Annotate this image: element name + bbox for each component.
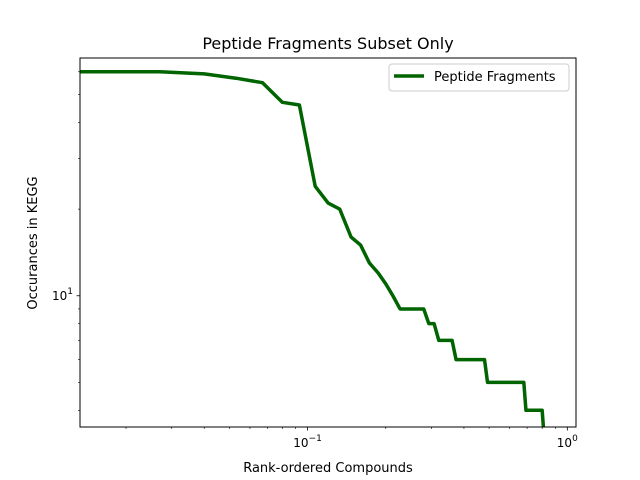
x-axis-ticks: 10−1 100 [125, 427, 578, 450]
chart-title: Peptide Fragments Subset Only [202, 34, 453, 53]
legend: Peptide Fragments [388, 63, 570, 92]
x-tick-label: 10−1 [293, 434, 322, 450]
legend-label: Peptide Fragments [434, 70, 556, 85]
plot-frame [79, 57, 577, 428]
x-axis-label: Rank-ordered Compounds [243, 461, 413, 476]
legend-box [388, 63, 570, 92]
series-line [80, 70, 546, 427]
x-tick-label: 100 [557, 434, 578, 450]
y-tick-label: 101 [52, 287, 73, 303]
y-axis-label: Occurances in KEGG [26, 176, 41, 309]
series-layer [80, 70, 546, 427]
